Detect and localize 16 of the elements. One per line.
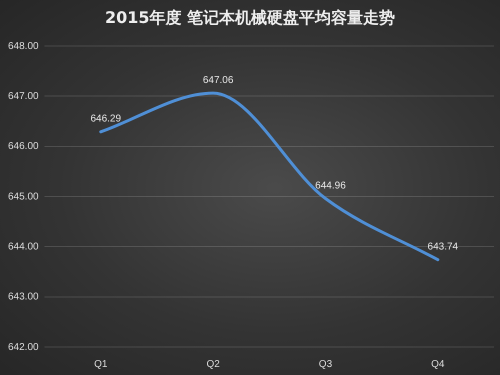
data-label: 647.06 xyxy=(202,74,234,86)
y-tick-label: 648.00 xyxy=(8,40,40,52)
chart-title: 2015年度 笔记本机械硬盘平均容量走势 xyxy=(104,8,396,29)
y-tick-label: 647.00 xyxy=(8,90,40,102)
x-tick-label: Q2 xyxy=(206,358,220,370)
x-tick-label: Q4 xyxy=(431,358,445,370)
y-tick-label: 643.00 xyxy=(8,292,40,303)
y-tick-label: 645.00 xyxy=(8,191,40,202)
data-label: 643.74 xyxy=(428,241,459,252)
data-label: 644.96 xyxy=(315,180,346,192)
x-tick-label: Q3 xyxy=(318,358,333,370)
data-label: 646.29 xyxy=(90,114,122,125)
y-tick-label: 646.00 xyxy=(8,141,40,152)
y-tick-label: 642.00 xyxy=(8,342,40,353)
y-tick-label: 644.00 xyxy=(8,241,40,252)
x-tick-label: Q1 xyxy=(94,358,108,370)
